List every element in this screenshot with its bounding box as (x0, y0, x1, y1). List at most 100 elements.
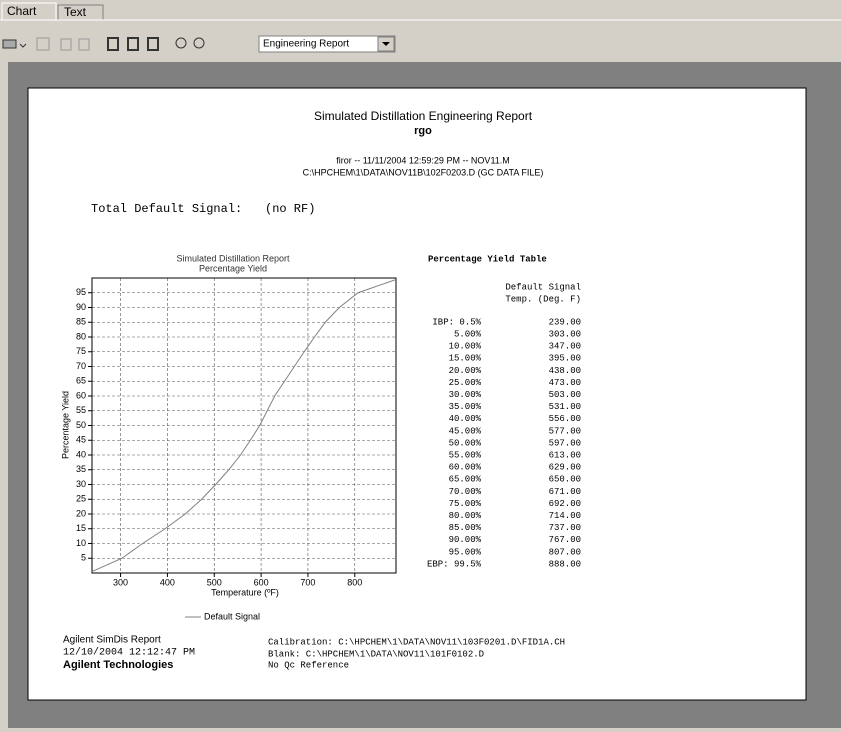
table-cell: 395.00 (549, 354, 581, 364)
y-tick-label: 70 (76, 361, 86, 371)
y-tick-label: 50 (76, 420, 86, 430)
x-axis-label: Temperature (ºF) (211, 587, 279, 597)
print-icon[interactable] (2, 39, 17, 49)
tab-text-frame[interactable] (57, 4, 104, 20)
chart-title: Simulated Distillation Report (176, 253, 290, 263)
table-cell: 556.00 (549, 414, 581, 424)
next-icon[interactable] (78, 38, 90, 51)
table-cell: 15.00% (449, 354, 482, 364)
table-title: Percentage Yield Table (428, 254, 547, 264)
dropdown-arrow[interactable] (19, 43, 27, 48)
select-arrow[interactable] (382, 42, 390, 46)
table-cell: 888.00 (549, 559, 581, 569)
total-label: Total Default Signal: (91, 202, 242, 216)
y-axis-label: Percentage Yield (60, 391, 70, 459)
footer-calibration: Calibration: C:\HPCHEM\1\DATA\NOV11\103F… (268, 637, 565, 647)
table-cell: 5.00% (454, 329, 482, 339)
y-tick-label: 60 (76, 390, 86, 400)
report-page (27, 87, 807, 701)
table-cell: 714.00 (549, 511, 581, 521)
table-cell: 303.00 (549, 329, 581, 339)
table-cell: 30.00% (449, 390, 482, 400)
x-tick-label: 500 (207, 577, 222, 587)
table-cell: 438.00 (549, 366, 581, 376)
y-tick-label: 15 (76, 523, 86, 533)
page-icon[interactable] (107, 37, 119, 51)
table-cell: 692.00 (549, 499, 581, 509)
total-value: (no RF) (265, 202, 315, 216)
footer-blank: Blank: C:\HPCHEM\1\DATA\NOV11\101F0102.D (268, 649, 484, 659)
x-tick-label: 700 (300, 577, 315, 587)
prev-icon[interactable] (60, 38, 72, 51)
tab-chart-frame[interactable] (1, 2, 57, 20)
y-tick-label: 5 (81, 553, 86, 563)
toolbar (2, 35, 396, 53)
table-cell: 80.00% (449, 511, 482, 521)
table-cell: 65.00% (449, 475, 482, 485)
footer-company: Agilent Technologies (63, 659, 173, 671)
table-cell: 629.00 (549, 463, 581, 473)
footer-report: Agilent SimDis Report (63, 635, 161, 646)
data-line (91, 279, 397, 572)
tab-chart[interactable]: Chart (7, 4, 37, 18)
table-cell: 767.00 (549, 535, 581, 545)
table-cell: 95.00% (449, 547, 482, 557)
footer-timestamp: 12/10/2004 12:12:47 PM (63, 647, 195, 659)
table-cell: EBP: 99.5% (427, 559, 482, 569)
x-tick-label: 600 (254, 577, 269, 587)
footer-qc: No Qc Reference (268, 660, 349, 670)
report-select[interactable] (258, 35, 396, 53)
table-cell: 577.00 (549, 426, 581, 436)
table-cell: 70.00% (449, 487, 482, 497)
report-title: Simulated Distillation Engineering Repor… (314, 109, 533, 123)
table-cell: 85.00% (449, 523, 482, 533)
data-file: C:\HPCHEM\1\DATA\NOV11B\102F0203.D (GC D… (303, 167, 544, 177)
table-cell: 20.00% (449, 366, 482, 376)
report-select-value[interactable]: Engineering Report (263, 39, 349, 50)
page-icon[interactable] (127, 37, 139, 51)
x-tick-label: 300 (113, 577, 128, 587)
table-cell: 50.00% (449, 438, 482, 448)
table-cell: 597.00 (549, 438, 581, 448)
tab-bar (0, 0, 841, 20)
y-tick-label: 10 (76, 538, 86, 548)
y-tick-label: 95 (76, 287, 86, 297)
table-cell: 239.00 (549, 317, 581, 327)
table-cell: 650.00 (549, 475, 581, 485)
x-tick-label: 400 (160, 577, 175, 587)
table-header: Temp. (Deg. F) (505, 294, 581, 304)
x-tick-label: 800 (347, 577, 362, 587)
tab-text[interactable]: Text (64, 5, 87, 19)
y-tick-label: 45 (76, 435, 86, 445)
table-cell: 55.00% (449, 450, 482, 460)
zoom-in-icon[interactable] (175, 37, 187, 49)
y-tick-label: 35 (76, 464, 86, 474)
chart-subtitle: Percentage Yield (199, 263, 267, 273)
y-tick-label: 25 (76, 494, 86, 504)
y-tick-label: 20 (76, 508, 86, 518)
sample-name: rgo (414, 125, 432, 137)
zoom-out-icon[interactable] (193, 37, 205, 49)
y-tick-label: 80 (76, 331, 86, 341)
table-cell: 40.00% (449, 414, 482, 424)
table-cell: 10.00% (449, 342, 482, 352)
table-cell: 807.00 (549, 547, 581, 557)
table-cell: 737.00 (549, 523, 581, 533)
y-tick-label: 85 (76, 317, 86, 327)
table-cell: 90.00% (449, 535, 482, 545)
y-tick-label: 65 (76, 376, 86, 386)
legend-label: Default Signal (204, 611, 260, 621)
table-cell: 503.00 (549, 390, 581, 400)
run-info: firor -- 11/11/2004 12:59:29 PM -- NOV11… (336, 155, 510, 165)
page-icon[interactable] (147, 37, 159, 51)
export-icon[interactable] (36, 37, 50, 51)
y-tick-label: 40 (76, 449, 86, 459)
table-cell: 473.00 (549, 378, 581, 388)
table-cell: 671.00 (549, 487, 581, 497)
table-cell: IBP: 0.5% (432, 317, 481, 327)
y-tick-label: 30 (76, 479, 86, 489)
table-cell: 531.00 (549, 402, 581, 412)
table-cell: 35.00% (449, 402, 482, 412)
table-cell: 45.00% (449, 426, 482, 436)
